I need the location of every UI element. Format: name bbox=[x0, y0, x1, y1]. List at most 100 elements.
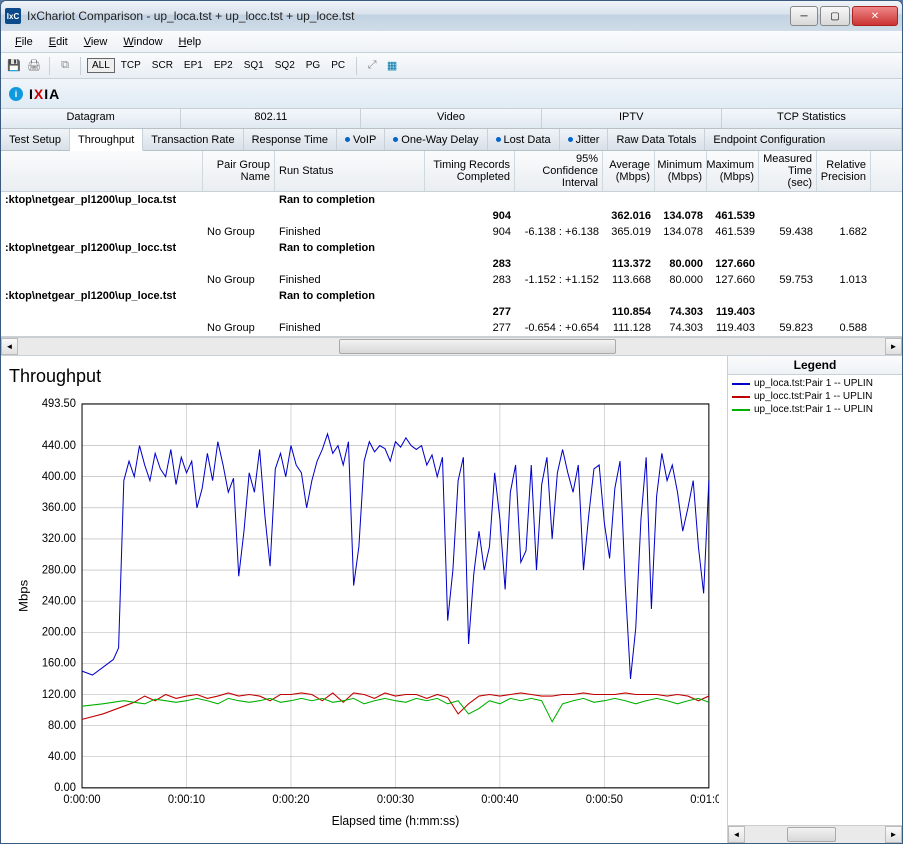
maximize-button[interactable]: ▢ bbox=[820, 6, 850, 26]
tab-test-setup[interactable]: Test Setup bbox=[1, 129, 70, 150]
filter-all[interactable]: ALL bbox=[87, 58, 115, 73]
cell: 111.128 bbox=[603, 320, 655, 336]
svg-text:200.00: 200.00 bbox=[42, 625, 76, 638]
col-header[interactable]: MeasuredTime (sec) bbox=[759, 151, 817, 191]
col-header[interactable]: 95% ConfidenceInterval bbox=[515, 151, 603, 191]
table-row[interactable]: :ktop\netgear_pl1200\up_locc.tstRan to c… bbox=[1, 240, 902, 256]
table-row[interactable]: No GroupFinished277-0.654 : +0.654111.12… bbox=[1, 320, 902, 336]
tab-voip[interactable]: VoIP bbox=[337, 129, 385, 150]
legend-label: up_loce.tst:Pair 1 -- UPLIN bbox=[754, 404, 873, 415]
info-icon[interactable]: i bbox=[9, 87, 23, 101]
legend-scroll-left[interactable]: ◄ bbox=[728, 826, 745, 843]
filter-pc[interactable]: PC bbox=[326, 58, 350, 73]
cell bbox=[425, 240, 515, 256]
col-header[interactable]: Minimum(Mbps) bbox=[655, 151, 707, 191]
table-row[interactable]: No GroupFinished283-1.152 : +1.152113.66… bbox=[1, 272, 902, 288]
cell: Ran to completion bbox=[275, 288, 425, 304]
table-row[interactable]: 904362.016134.078461.539 bbox=[1, 208, 902, 224]
menu-help[interactable]: Help bbox=[171, 34, 210, 50]
cell bbox=[817, 288, 871, 304]
titlebar[interactable]: IxC IxChariot Comparison - up_loca.tst +… bbox=[1, 1, 902, 31]
legend-scrollbar[interactable]: ◄ ► bbox=[728, 825, 902, 843]
cell: -1.152 : +1.152 bbox=[515, 272, 603, 288]
svg-text:280.00: 280.00 bbox=[42, 563, 76, 576]
table-row[interactable]: :ktop\netgear_pl1200\up_loce.tstRan to c… bbox=[1, 288, 902, 304]
tab-endpoint-configuration[interactable]: Endpoint Configuration bbox=[705, 129, 902, 150]
cell bbox=[603, 192, 655, 208]
print-icon[interactable]: 🖨 bbox=[25, 57, 43, 75]
menu-edit[interactable]: Edit bbox=[41, 34, 76, 50]
filter-ep1[interactable]: EP1 bbox=[179, 58, 208, 73]
filter-scr[interactable]: SCR bbox=[147, 58, 178, 73]
filter-tcp[interactable]: TCP bbox=[116, 58, 146, 73]
sub-tabs: Test SetupThroughputTransaction RateResp… bbox=[1, 129, 902, 151]
cat-tab-tcpstatistics[interactable]: TCP Statistics bbox=[722, 109, 902, 128]
table-row[interactable]: 277110.85474.303119.403 bbox=[1, 304, 902, 320]
cell bbox=[655, 288, 707, 304]
tab-response-time[interactable]: Response Time bbox=[244, 129, 337, 150]
cell: 119.403 bbox=[707, 320, 759, 336]
cell bbox=[515, 208, 603, 224]
col-header[interactable]: Timing RecordsCompleted bbox=[425, 151, 515, 191]
table-row[interactable]: 283113.37280.000127.660 bbox=[1, 256, 902, 272]
save-icon[interactable]: 💾 bbox=[5, 57, 23, 75]
scroll-thumb[interactable] bbox=[339, 339, 616, 354]
legend-item[interactable]: up_loca.tst:Pair 1 -- UPLIN bbox=[732, 377, 898, 390]
cat-tab-80211[interactable]: 802.11 bbox=[181, 109, 361, 128]
col-header[interactable]: Run Status bbox=[275, 151, 425, 191]
cell: 59.823 bbox=[759, 320, 817, 336]
cell: 80.000 bbox=[655, 272, 707, 288]
scroll-right-button[interactable]: ► bbox=[885, 338, 902, 355]
cell: Finished bbox=[275, 224, 425, 240]
menu-window[interactable]: Window bbox=[115, 34, 170, 50]
cat-tab-video[interactable]: Video bbox=[361, 109, 541, 128]
table-row[interactable]: No GroupFinished904-6.138 : +6.138365.01… bbox=[1, 224, 902, 240]
copy-icon[interactable]: ⧉ bbox=[56, 57, 74, 75]
data-grid: Pair GroupNameRun StatusTiming RecordsCo… bbox=[1, 151, 902, 337]
chart-icon[interactable]: ▦ bbox=[383, 57, 401, 75]
cell bbox=[817, 256, 871, 272]
expand-icon[interactable]: ⤢ bbox=[363, 57, 381, 75]
cell bbox=[425, 192, 515, 208]
tab-raw-data-totals[interactable]: Raw Data Totals bbox=[608, 129, 705, 150]
scroll-left-button[interactable]: ◄ bbox=[1, 338, 18, 355]
filter-sq1[interactable]: SQ1 bbox=[239, 58, 269, 73]
cell bbox=[515, 192, 603, 208]
tab-lost-data[interactable]: Lost Data bbox=[488, 129, 560, 150]
menu-view[interactable]: View bbox=[76, 34, 116, 50]
menu-file[interactable]: File bbox=[7, 34, 41, 50]
col-header[interactable]: Average(Mbps) bbox=[603, 151, 655, 191]
cell bbox=[707, 288, 759, 304]
svg-text:Elapsed time (h:mm:ss): Elapsed time (h:mm:ss) bbox=[332, 814, 460, 829]
minimize-button[interactable]: ─ bbox=[790, 6, 818, 26]
grid-scrollbar[interactable]: ◄ ► bbox=[1, 337, 902, 355]
svg-text:80.00: 80.00 bbox=[48, 719, 76, 732]
filter-sq2[interactable]: SQ2 bbox=[270, 58, 300, 73]
toolbar: 💾 🖨 ⧉ ALLTCPSCREP1EP2SQ1SQ2PGPC ⤢ ▦ bbox=[1, 53, 902, 79]
cell bbox=[817, 208, 871, 224]
col-header[interactable]: Maximum(Mbps) bbox=[707, 151, 759, 191]
svg-text:0:00:30: 0:00:30 bbox=[377, 793, 414, 806]
cell bbox=[759, 240, 817, 256]
cat-tab-iptv[interactable]: IPTV bbox=[542, 109, 722, 128]
col-header[interactable] bbox=[1, 151, 203, 191]
cell: 59.753 bbox=[759, 272, 817, 288]
col-header[interactable]: Pair GroupName bbox=[203, 151, 275, 191]
col-header[interactable]: RelativePrecision bbox=[817, 151, 871, 191]
legend-item[interactable]: up_locc.tst:Pair 1 -- UPLIN bbox=[732, 390, 898, 403]
tab-throughput[interactable]: Throughput bbox=[70, 129, 143, 151]
tab-one-way-delay[interactable]: One-Way Delay bbox=[385, 129, 487, 150]
cat-tab-datagram[interactable]: Datagram bbox=[1, 109, 181, 128]
cell: 134.078 bbox=[655, 208, 707, 224]
chart-area: Throughput 0.0040.0080.00120.00160.00200… bbox=[1, 355, 902, 843]
chart-panel: Throughput 0.0040.0080.00120.00160.00200… bbox=[1, 356, 727, 843]
filter-ep2[interactable]: EP2 bbox=[209, 58, 238, 73]
tab-transaction-rate[interactable]: Transaction Rate bbox=[143, 129, 243, 150]
table-row[interactable]: :ktop\netgear_pl1200\up_loca.tstRan to c… bbox=[1, 192, 902, 208]
filter-pg[interactable]: PG bbox=[301, 58, 325, 73]
legend-scroll-right[interactable]: ► bbox=[885, 826, 902, 843]
tab-jitter[interactable]: Jitter bbox=[560, 129, 609, 150]
scroll-track[interactable] bbox=[18, 338, 885, 355]
legend-item[interactable]: up_loce.tst:Pair 1 -- UPLIN bbox=[732, 403, 898, 416]
close-button[interactable]: ✕ bbox=[852, 6, 898, 26]
